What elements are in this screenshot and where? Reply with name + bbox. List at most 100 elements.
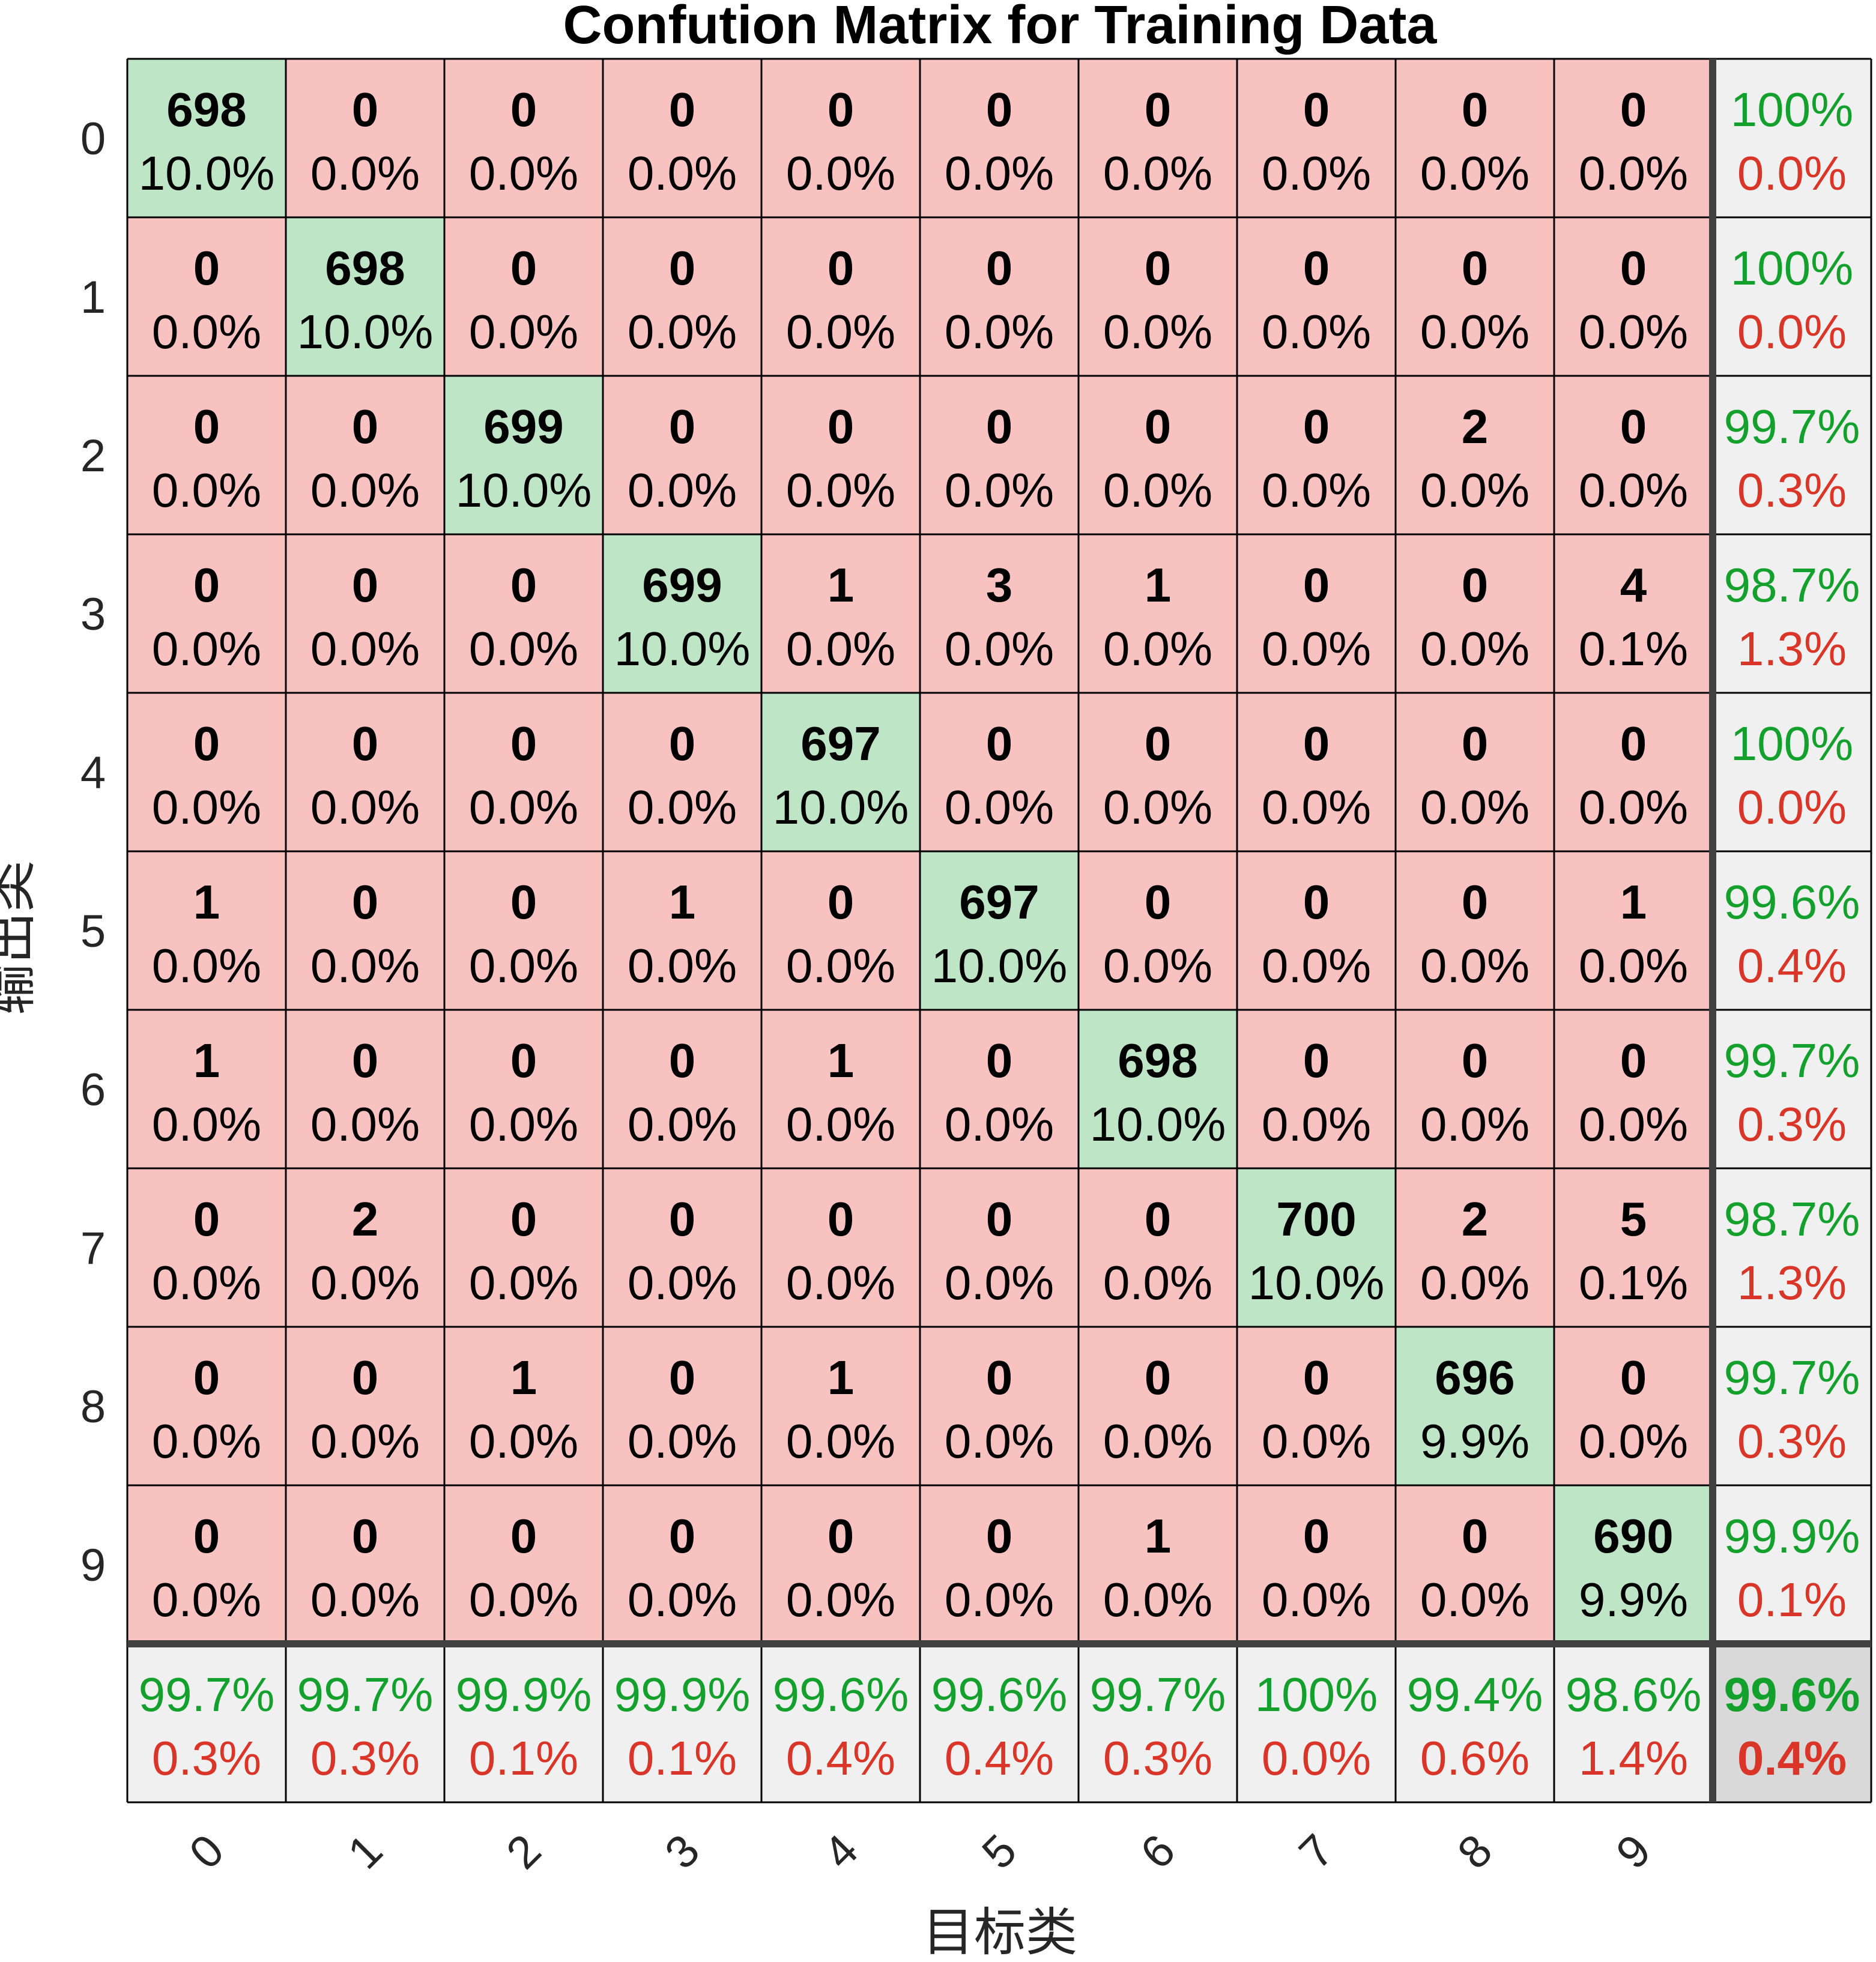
row-summary-cell (1713, 1010, 1871, 1168)
off-diagonal-cell (1079, 693, 1237, 851)
cell-count: 696 (1435, 1351, 1514, 1404)
x-tick-label: 2 (497, 1825, 551, 1879)
cell-percent: 10.0% (1090, 1097, 1226, 1151)
cell-percent: 0.0% (945, 463, 1054, 517)
cell-count: 697 (800, 717, 880, 770)
off-diagonal-cell (1554, 217, 1713, 376)
cell-percent: 0.0% (1579, 939, 1688, 992)
overall-error-percent: 0.4% (1737, 1731, 1847, 1785)
off-diagonal-cell (1237, 1010, 1396, 1168)
cell-count: 0 (193, 558, 220, 612)
diagonal-cell (1079, 1010, 1237, 1168)
off-diagonal-cell (444, 851, 603, 1010)
cell-count: 0 (1462, 558, 1489, 612)
cell-count: 699 (642, 558, 722, 612)
off-diagonal-cell (603, 693, 761, 851)
cell-percent: 0.0% (1103, 146, 1212, 200)
cell-count: 0 (510, 1192, 537, 1246)
cell-percent: 0.0% (1420, 622, 1530, 675)
row-correct-percent: 99.7% (1724, 1034, 1860, 1087)
off-diagonal-cell (761, 851, 920, 1010)
cell-percent: 0.0% (1420, 1573, 1530, 1626)
cell-percent: 0.0% (152, 305, 261, 358)
off-diagonal-cell (1554, 1168, 1713, 1327)
cell-count: 0 (828, 241, 855, 295)
cell-percent: 0.0% (1262, 780, 1371, 834)
off-diagonal-cell (127, 693, 286, 851)
cell-percent: 0.0% (152, 463, 261, 517)
row-error-percent: 0.3% (1737, 1097, 1847, 1151)
cell-percent: 0.0% (1579, 1097, 1688, 1151)
cell-count: 0 (1462, 875, 1489, 929)
cell-percent: 0.0% (628, 146, 737, 200)
cell-percent: 0.0% (152, 939, 261, 992)
cell-count: 0 (1145, 1192, 1172, 1246)
cell-count: 0 (1303, 1351, 1330, 1404)
cell-count: 0 (986, 83, 1013, 136)
off-diagonal-cell (444, 1485, 603, 1644)
off-diagonal-cell (1079, 376, 1237, 534)
cell-count: 698 (1118, 1034, 1197, 1087)
column-summary-cell (286, 1644, 444, 1802)
cell-percent: 0.1% (1579, 1256, 1688, 1309)
cell-count: 0 (352, 1034, 379, 1087)
diagonal-cell (920, 851, 1079, 1010)
row-summary-cell (1713, 534, 1871, 693)
cell-count: 0 (352, 875, 379, 929)
cell-percent: 0.0% (1103, 463, 1212, 517)
cell-count: 0 (193, 241, 220, 295)
x-tick-label: 1 (338, 1825, 392, 1879)
cell-percent: 0.0% (1103, 622, 1212, 675)
off-diagonal-cell (1396, 851, 1554, 1010)
row-correct-percent: 99.6% (1724, 875, 1860, 929)
row-error-percent: 1.3% (1737, 1256, 1847, 1309)
off-diagonal-cell (1554, 59, 1713, 217)
cell-count: 0 (669, 1192, 696, 1246)
cell-percent: 0.0% (786, 1097, 895, 1151)
cell-percent: 0.0% (1579, 1414, 1688, 1468)
off-diagonal-cell (1396, 217, 1554, 376)
off-diagonal-cell (286, 1010, 444, 1168)
cell-percent: 0.0% (786, 146, 895, 200)
cell-percent: 0.0% (1420, 939, 1530, 992)
off-diagonal-cell (603, 1168, 761, 1327)
cell-count: 0 (1620, 1034, 1647, 1087)
column-summary-cell (761, 1644, 920, 1802)
x-tick-label: 6 (1131, 1825, 1185, 1879)
diagonal-cell (1396, 1327, 1554, 1485)
cell-percent: 0.0% (1103, 1256, 1212, 1309)
cell-percent: 0.0% (1579, 146, 1688, 200)
cell-percent: 0.0% (152, 1097, 261, 1151)
column-correct-percent: 99.7% (1090, 1668, 1226, 1721)
off-diagonal-cell (1237, 217, 1396, 376)
off-diagonal-cell (1237, 851, 1396, 1010)
off-diagonal-cell (603, 217, 761, 376)
off-diagonal-cell (603, 851, 761, 1010)
cell-percent: 0.0% (945, 146, 1054, 200)
cell-count: 2 (1462, 400, 1489, 453)
summary-cells: 100% 0.0% 100% 0.0% 99.7% 0.3% 98.7% 1.3% 100% 0.… (127, 59, 1871, 1802)
off-diagonal-cell (603, 1010, 761, 1168)
cell-percent: 0.0% (1579, 463, 1688, 517)
cell-percent: 0.0% (628, 305, 737, 358)
diagonal-cell (444, 376, 603, 534)
column-error-percent: 0.3% (152, 1731, 261, 1785)
y-tick-label: 6 (80, 1064, 106, 1115)
cell-percent: 0.0% (945, 305, 1054, 358)
cell-percent: 10.0% (614, 622, 751, 675)
cell-percent: 0.0% (469, 939, 578, 992)
cell-percent: 0.0% (469, 1573, 578, 1626)
off-diagonal-cell (1079, 851, 1237, 1010)
cell-count: 0 (510, 241, 537, 295)
off-diagonal-cell (920, 1168, 1079, 1327)
diagonal-cell (286, 217, 444, 376)
column-summary-cell (444, 1644, 603, 1802)
cell-count: 0 (669, 1351, 696, 1404)
cell-count: 0 (510, 1034, 537, 1087)
cell-percent: 0.0% (310, 1573, 420, 1626)
row-error-percent: 0.0% (1737, 780, 1847, 834)
cell-percent: 0.0% (1103, 1573, 1212, 1626)
cell-count: 0 (1303, 83, 1330, 136)
cell-percent: 0.1% (1579, 622, 1688, 675)
